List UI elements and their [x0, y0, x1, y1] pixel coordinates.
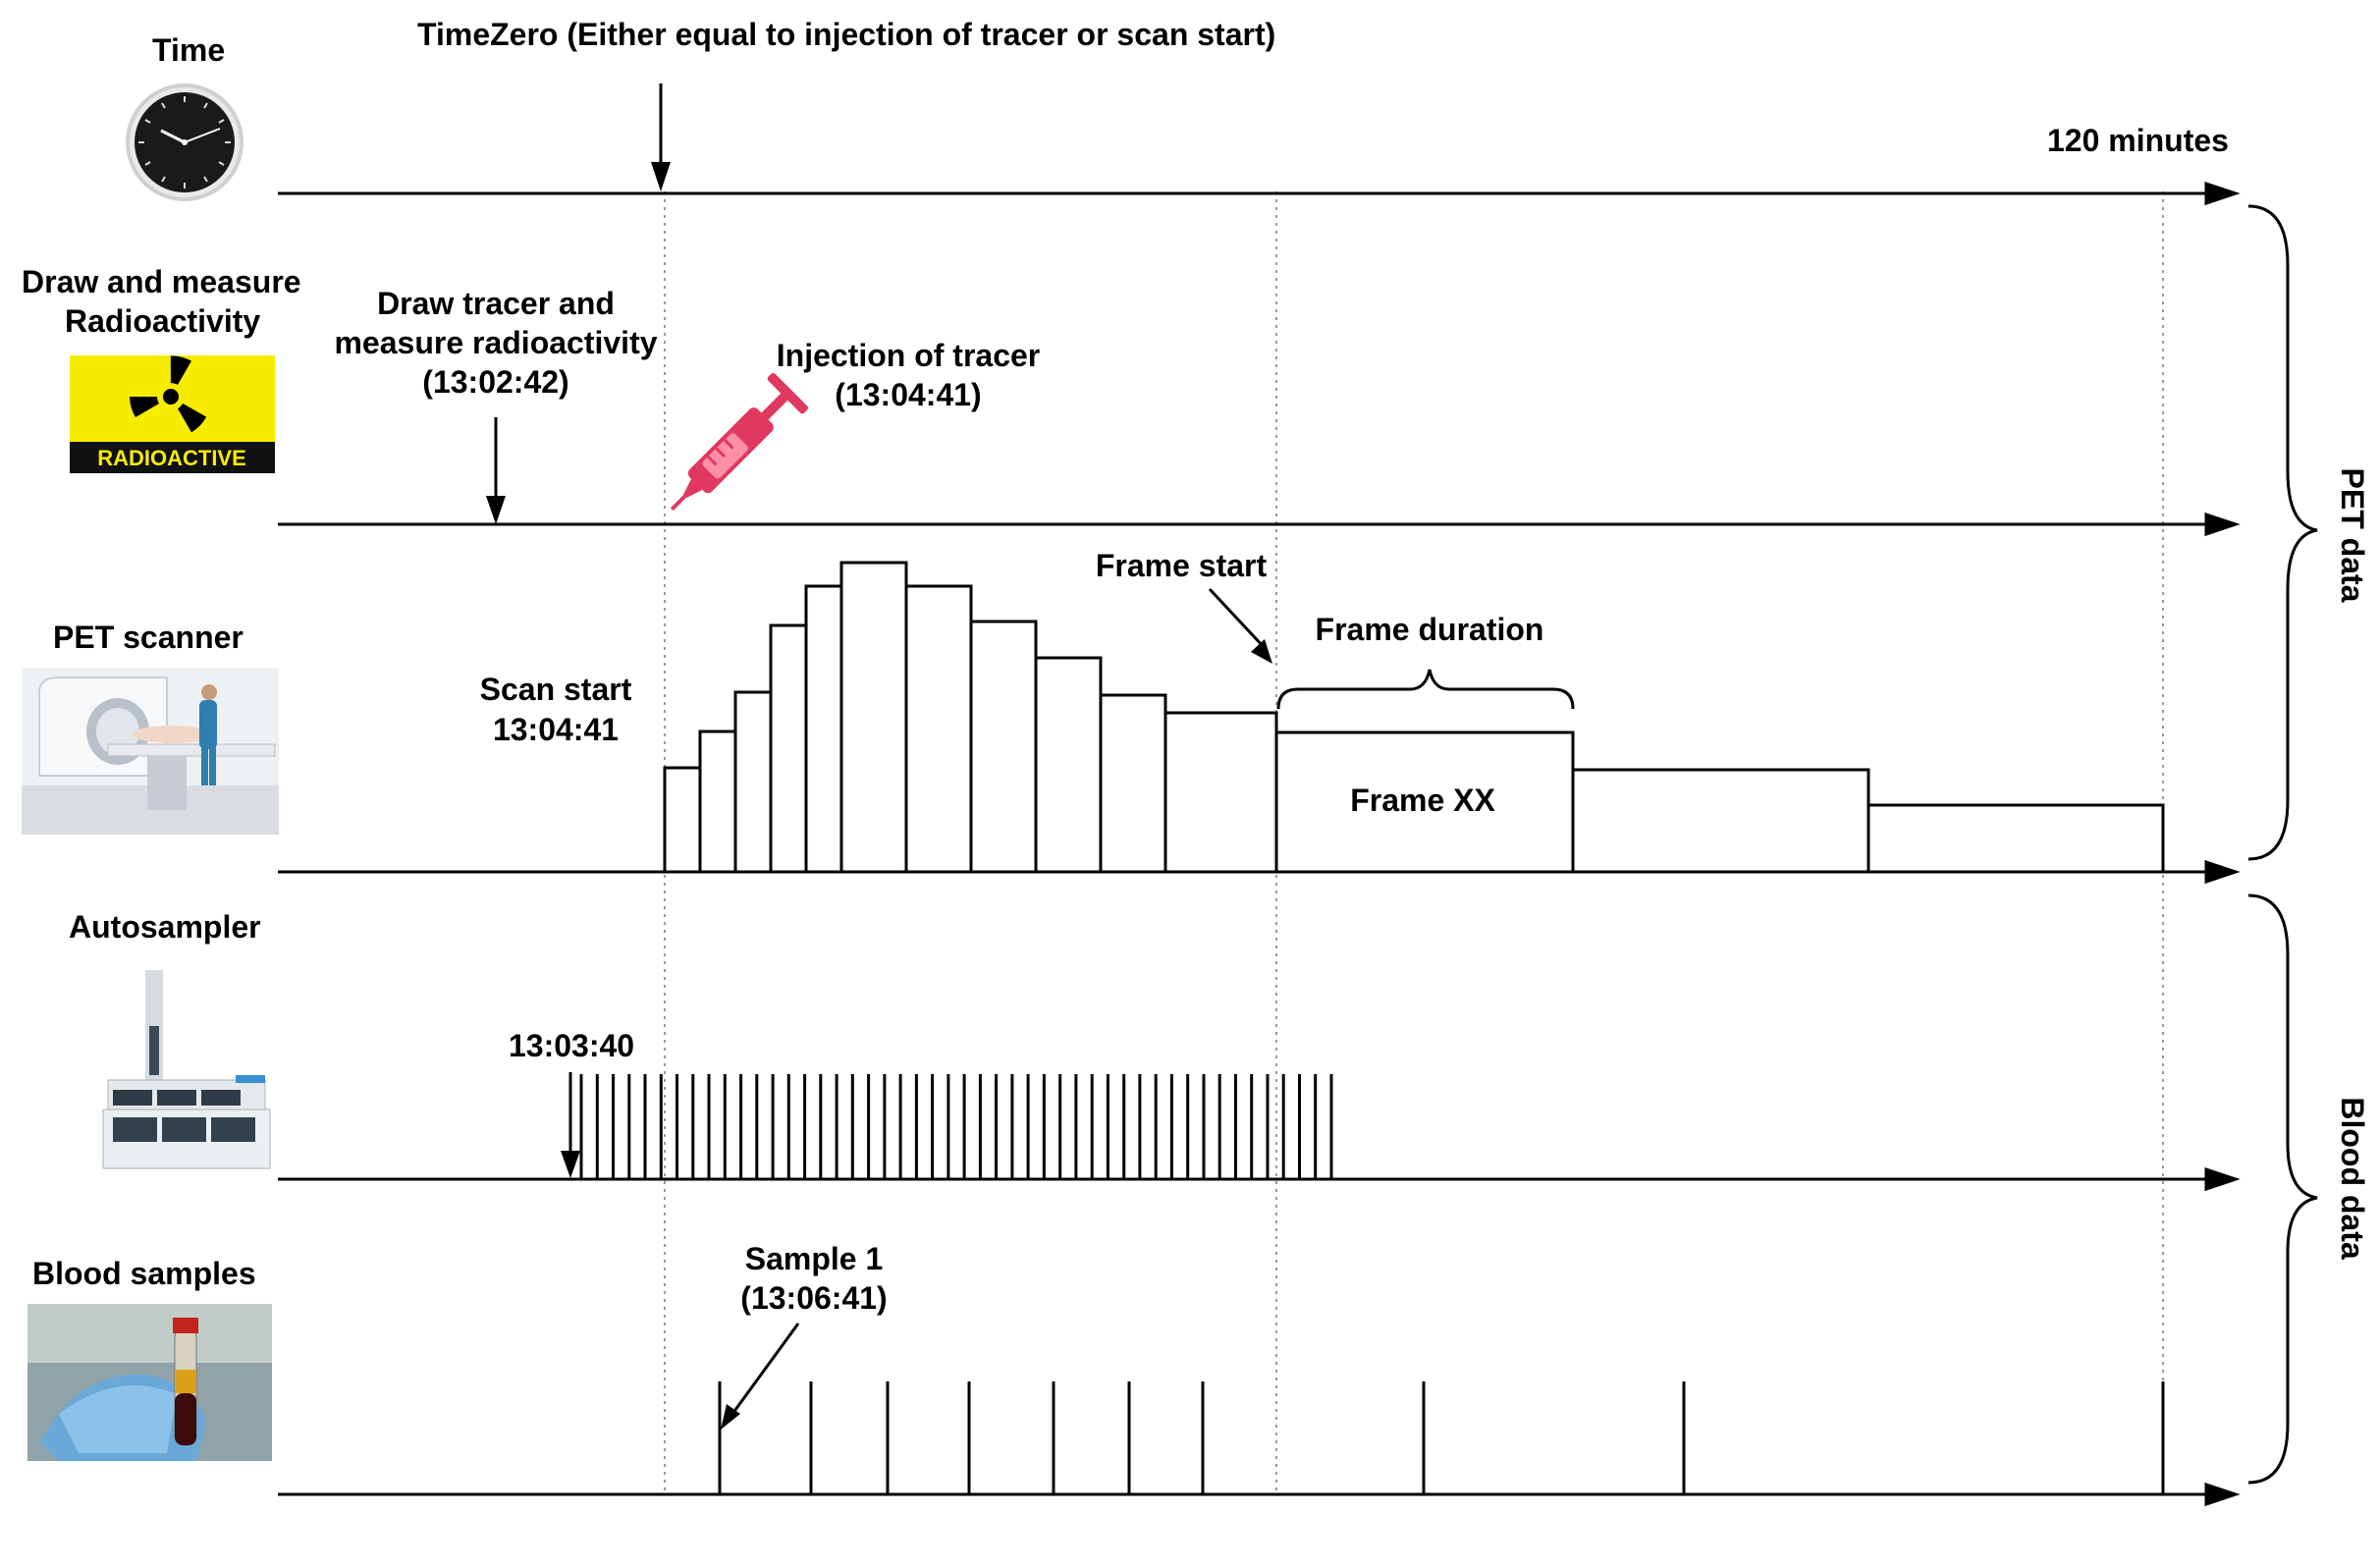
draw-tracer-line1: Draw tracer and: [377, 286, 615, 321]
frame-xx-label: Frame XX: [1350, 783, 1495, 818]
pet-frame-xx: [1274, 730, 1575, 874]
pet-scanner-icon: [22, 668, 279, 835]
timezero-title: TimeZero (Either equal to injection of t…: [417, 17, 1275, 52]
pet-frame: [839, 561, 908, 874]
syringe-icon: [670, 372, 809, 512]
blood-axis-arrowhead: [2204, 1482, 2241, 1507]
row-label-time: Time: [152, 32, 225, 68]
pet-frame: [1034, 656, 1103, 874]
autosampler-icon: [102, 970, 271, 1169]
row-label-blood: Blood samples: [32, 1256, 256, 1291]
autosampler-ticks: [579, 1074, 1333, 1179]
timezero-arrow: [651, 83, 671, 191]
row-label-autosampler: Autosampler: [69, 909, 261, 945]
frame-start-arrow: [1208, 587, 1272, 664]
pet-frame: [663, 766, 702, 874]
blood-data-label: Blood data: [2335, 1097, 2370, 1260]
clock-icon: [126, 83, 243, 201]
sample1-arrow: [721, 1323, 800, 1430]
blood-sample-ticks: [718, 1381, 2165, 1494]
pet-frame: [769, 623, 808, 874]
pet-frame: [1163, 711, 1278, 874]
pet-frames: [663, 561, 2165, 874]
timeline-axes: [278, 181, 2241, 1507]
sample1-line1: Sample 1: [745, 1241, 884, 1276]
autosampler-axis-arrowhead: [2204, 1166, 2241, 1192]
autosampler-start-label: 13:03:40: [509, 1028, 634, 1063]
injection-line2: (13:04:41): [835, 377, 981, 412]
radioactive-badge-text: RADIOACTIVE: [97, 446, 246, 470]
pet-frame: [804, 584, 843, 874]
pet-axis-arrowhead: [2204, 859, 2241, 885]
row-label-radio-line1: Draw and measure: [22, 264, 301, 299]
row-label-radio-line2: Radioactivity: [65, 303, 260, 339]
draw-tracer-arrow: [486, 417, 506, 524]
blood-tube-icon: [27, 1304, 272, 1461]
scan-start-line2: 13:04:41: [493, 712, 619, 747]
end-label: 120 minutes: [2047, 123, 2229, 158]
pet-data-label: PET data: [2335, 468, 2370, 603]
pet-frame: [969, 620, 1038, 874]
sample1-line2: (13:06:41): [740, 1280, 887, 1316]
scan-start-line1: Scan start: [480, 672, 632, 707]
frame-duration-label: Frame duration: [1316, 612, 1544, 647]
blood-data-brace: [2247, 893, 2318, 1485]
pet-frame: [733, 690, 773, 874]
autosampler-start-arrow: [561, 1072, 580, 1178]
time-axis-arrowhead: [2204, 181, 2241, 206]
frame-start-label: Frame start: [1096, 548, 1268, 583]
radio-axis-arrowhead: [2204, 512, 2241, 537]
radiation-icon: RADIOACTIVE: [70, 355, 275, 473]
draw-tracer-line3: (13:02:42): [422, 364, 568, 400]
frame-duration-brace: [1276, 669, 1575, 710]
pet-frame: [1866, 803, 2165, 874]
pet-frame: [1571, 768, 1870, 874]
pet-frame: [698, 730, 737, 874]
draw-tracer-line2: measure radioactivity: [334, 325, 657, 360]
injection-line1: Injection of tracer: [777, 338, 1041, 373]
guide-lines: [664, 191, 2164, 1492]
row-label-pet: PET scanner: [53, 620, 243, 655]
pet-data-brace: [2247, 204, 2318, 861]
pet-frame: [904, 584, 973, 874]
pet-frame: [1099, 693, 1167, 874]
